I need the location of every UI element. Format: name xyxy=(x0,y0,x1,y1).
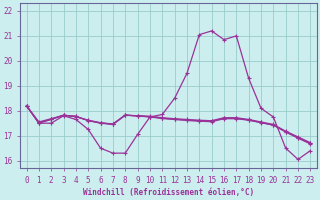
X-axis label: Windchill (Refroidissement éolien,°C): Windchill (Refroidissement éolien,°C) xyxy=(83,188,254,197)
